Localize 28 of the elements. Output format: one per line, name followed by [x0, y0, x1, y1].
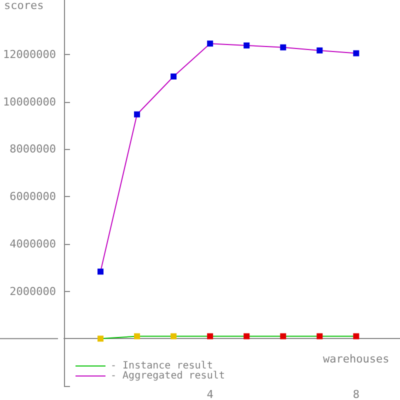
point	[244, 333, 250, 340]
point	[207, 40, 214, 47]
point	[316, 333, 323, 340]
point	[98, 268, 104, 275]
x-tick-label: 8	[352, 388, 360, 400]
y-tick-label: 6000000	[10, 190, 56, 204]
point	[244, 42, 250, 48]
point	[280, 333, 286, 340]
point	[207, 333, 214, 340]
y-tick-label: 12000000	[2, 48, 56, 61]
legend-label: - Aggregated result	[110, 370, 225, 382]
y-axis-title: scores	[4, 0, 44, 12]
point	[170, 73, 177, 80]
y-tick-label: 8000000	[10, 142, 56, 156]
point	[353, 333, 360, 340]
x-axis-title: warehouses	[323, 352, 390, 366]
point	[353, 50, 360, 56]
x-tick-label: 4	[206, 388, 214, 400]
point	[134, 111, 140, 118]
y-tick-label: 2000000	[10, 284, 56, 298]
y-tick-label: 10000000	[2, 95, 56, 108]
legend-label: - Instance result	[110, 360, 213, 372]
point	[134, 333, 140, 340]
point	[316, 47, 323, 54]
point	[98, 336, 104, 342]
y-tick-label: 4000000	[10, 237, 56, 250]
point	[280, 44, 286, 50]
point	[170, 333, 177, 340]
